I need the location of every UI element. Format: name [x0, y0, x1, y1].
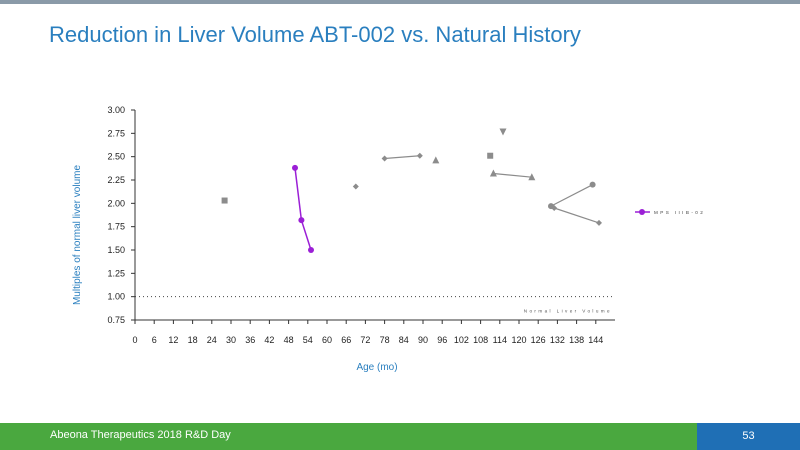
- y-tick-label: 2.50: [107, 152, 125, 162]
- natural-history-point: [487, 152, 494, 159]
- natural-history-point: [596, 219, 602, 226]
- x-tick-label: 60: [322, 335, 332, 345]
- natural-history-point: [432, 156, 440, 164]
- y-tick-label: 1.00: [107, 292, 125, 302]
- y-axis-title: Multiples of normal liver volume: [72, 165, 83, 305]
- x-tick-label: 24: [207, 335, 217, 345]
- highlight-series: [292, 164, 314, 253]
- x-tick-label: 30: [226, 335, 236, 345]
- legend-swatch-point: [639, 209, 645, 215]
- x-tick-label: 132: [550, 335, 565, 345]
- top-rule: [0, 0, 800, 4]
- highlight-series-point: [308, 247, 314, 253]
- y-tick-label: 1.50: [107, 245, 125, 255]
- x-tick-label: 78: [380, 335, 390, 345]
- natural-history-series: [221, 128, 602, 226]
- x-tick-label: 36: [245, 335, 255, 345]
- x-tick-label: 84: [399, 335, 409, 345]
- x-tick-label: 54: [303, 335, 313, 345]
- highlight-series-point: [298, 217, 305, 224]
- x-tick-label: 12: [168, 335, 178, 345]
- y-tick-label: 0.75: [107, 315, 125, 325]
- page-number: 53: [742, 430, 755, 442]
- x-tick-label: 114: [493, 335, 507, 345]
- x-tick-label: 144: [588, 335, 603, 345]
- y-tick-label: 3.00: [107, 105, 125, 115]
- slide-title: Reduction in Liver Volume ABT-002 vs. Na…: [49, 22, 581, 47]
- x-tick-label: 72: [360, 335, 370, 345]
- x-tick-label: 126: [531, 335, 546, 345]
- x-tick-label: 96: [437, 335, 447, 345]
- legend-label: MPS IIIB-02: [654, 210, 705, 215]
- reference-line-label: Normal Liver Volume: [524, 309, 612, 314]
- x-tick-label: 6: [152, 335, 157, 345]
- y-tick-label: 2.00: [107, 198, 125, 208]
- x-tick-label: 102: [454, 335, 469, 345]
- natural-history-line: [493, 172, 532, 178]
- x-tick-label: 90: [418, 335, 428, 345]
- natural-history-point: [528, 173, 536, 181]
- highlight-series-point: [292, 164, 298, 171]
- natural-history-line: [550, 184, 593, 207]
- natural-history-point: [551, 205, 558, 211]
- y-tick-label: 2.75: [107, 128, 125, 138]
- page-number-box: 53: [697, 423, 800, 450]
- liver-volume-chart: 0.75 1.00 1.25 1.50 1.75 2.00 2.25 2.50 2.75 3.00…: [72, 105, 705, 373]
- x-tick-label: 66: [341, 335, 351, 345]
- y-tick-label: 2.25: [107, 175, 125, 185]
- y-tick-label: 1.25: [107, 268, 125, 278]
- axes: 0.75 1.00 1.25 1.50 1.75 2.00 2.25 2.50 2.75 3.00…: [72, 105, 615, 373]
- natural-history-point: [499, 128, 507, 136]
- x-tick-label: 120: [511, 335, 526, 345]
- x-tick-label: 108: [473, 335, 488, 345]
- x-tick-label: 138: [569, 335, 584, 345]
- natural-history-point: [589, 181, 596, 188]
- natural-history-line: [554, 207, 600, 224]
- reference-line-group: Normal Liver Volume: [135, 296, 615, 314]
- footer-text: Abeona Therapeutics 2018 R&D Day: [50, 429, 231, 441]
- x-tick-label: 0: [132, 335, 137, 345]
- y-tick-label: 1.75: [107, 222, 125, 232]
- x-tick-label: 42: [264, 335, 274, 345]
- natural-history-point: [416, 152, 423, 159]
- natural-history-point: [221, 197, 228, 204]
- natural-history-point: [381, 155, 388, 162]
- x-axis-title: Age (mo): [356, 362, 397, 373]
- highlight-series-line: [294, 167, 312, 251]
- natural-history-line: [384, 155, 420, 160]
- natural-history-point: [352, 183, 359, 190]
- natural-history-point: [489, 169, 497, 177]
- footer-bar: Abeona Therapeutics 2018 R&D Day 53: [0, 423, 800, 450]
- x-tick-label: 18: [188, 335, 198, 345]
- x-tick-label: 48: [284, 335, 294, 345]
- legend: MPS IIIB-02: [635, 209, 705, 215]
